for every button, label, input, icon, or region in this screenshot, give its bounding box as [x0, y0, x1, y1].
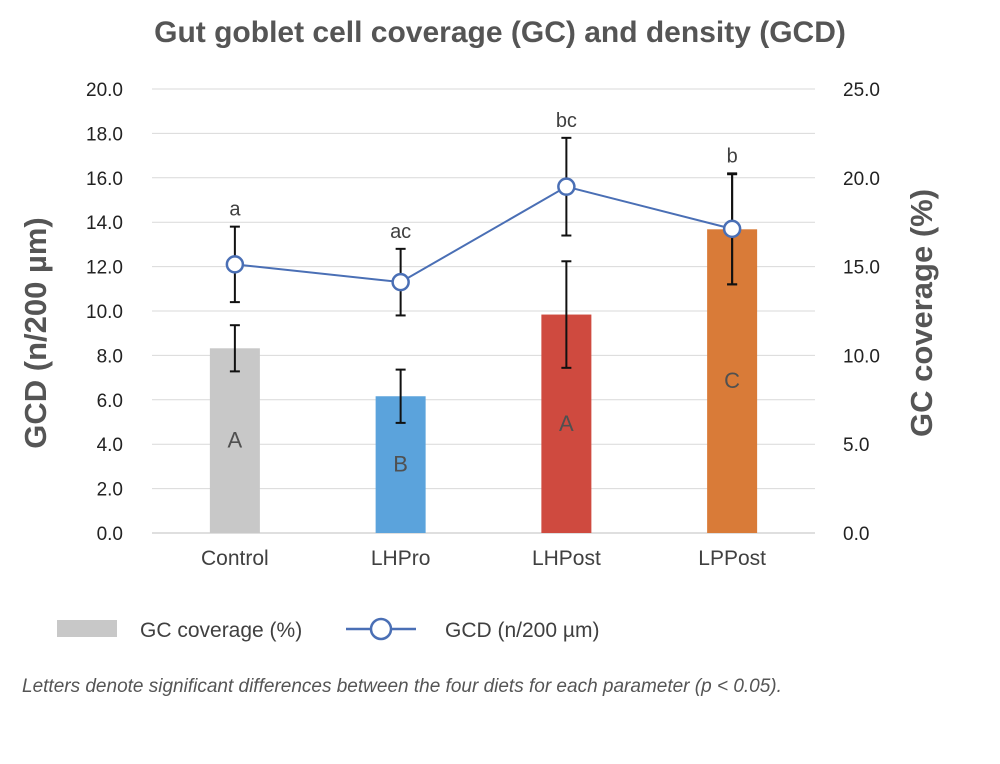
- legend-bar-label: GC coverage (%): [140, 619, 302, 642]
- category-label: Control: [201, 547, 269, 570]
- legend-line-label: GCD (n/200 µm): [445, 619, 599, 642]
- line-path: [234, 185, 733, 284]
- line-point: [557, 177, 576, 196]
- y-left-tick-label: 18.0: [86, 124, 123, 145]
- y-right-tick-label: 10.0: [843, 346, 880, 367]
- y-left-tick-label: 8.0: [97, 346, 123, 367]
- y-right-tick-label: 25.0: [843, 80, 880, 101]
- left-axis-ticks: 0.0 2.0 4.0 6.0 8.0 10.0 12.0 14.0 16.0 18.0 20.0: [86, 80, 123, 545]
- line-series: a ac bc b: [225, 110, 742, 317]
- y-left-tick-label: 10.0: [86, 302, 123, 323]
- bar-significance-label: A: [559, 411, 574, 436]
- y-left-tick-label: 0.0: [97, 524, 123, 545]
- category-label: LPPost: [698, 547, 766, 570]
- y-left-tick-label: 14.0: [86, 213, 123, 234]
- footnote: Letters denote significant differences b…: [22, 676, 782, 697]
- y-left-axis-title: GCD (n/200 µm): [18, 217, 53, 448]
- line-point: [722, 219, 742, 239]
- legend: GC coverage (%) GCD (n/200 µm): [57, 617, 599, 642]
- bar-significance-label: B: [393, 452, 408, 477]
- line-point: [391, 272, 410, 292]
- y-right-tick-label: 0.0: [843, 524, 869, 545]
- bar: [209, 348, 260, 533]
- y-left-tick-label: 6.0: [97, 391, 123, 412]
- y-right-tick-label: 15.0: [843, 258, 880, 279]
- line-point: [225, 255, 245, 274]
- legend-line-marker: [369, 617, 393, 641]
- right-axis-ticks: 0.0 5.0 10.0 15.0 20.0 25.0: [843, 80, 880, 545]
- legend-bar-swatch: [57, 620, 117, 637]
- line-significance-label: b: [727, 145, 738, 167]
- line-significance-label: bc: [556, 110, 577, 132]
- bar-significance-label: C: [724, 368, 740, 393]
- y-left-tick-label: 12.0: [86, 258, 123, 279]
- line-significance-label: a: [229, 199, 241, 221]
- y-right-tick-label: 5.0: [843, 435, 869, 456]
- y-left-tick-label: 16.0: [86, 169, 123, 190]
- y-right-axis-title: GC coverage (%): [904, 189, 939, 437]
- chart-title: Gut goblet cell coverage (GC) and densit…: [154, 16, 846, 49]
- y-left-tick-label: 2.0: [97, 480, 123, 501]
- bar-series: A B A C: [209, 173, 758, 533]
- line-significance-label: ac: [390, 221, 411, 243]
- bar-significance-label: A: [228, 428, 243, 453]
- category-labels: Control LHPro LHPost LPPost: [201, 547, 766, 570]
- category-label: LHPost: [532, 547, 601, 570]
- y-right-tick-label: 20.0: [843, 169, 880, 190]
- category-label: LHPro: [371, 547, 431, 570]
- y-left-tick-label: 4.0: [97, 435, 123, 456]
- y-left-tick-label: 20.0: [86, 80, 123, 101]
